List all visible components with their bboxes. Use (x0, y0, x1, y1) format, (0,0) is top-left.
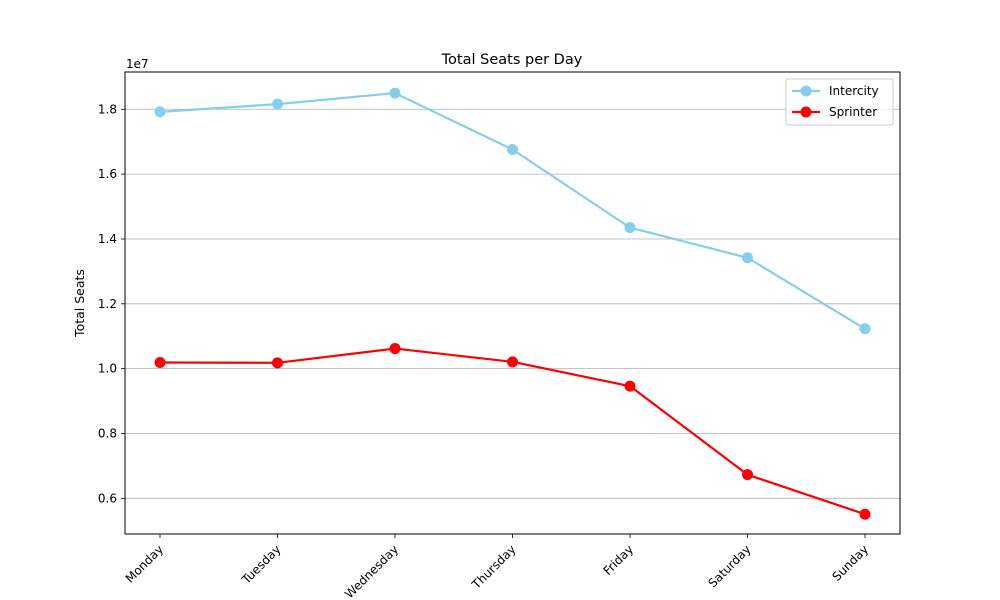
y-tick-label: 1.2 (98, 297, 117, 311)
data-point (859, 508, 871, 520)
legend-label: Intercity (829, 84, 879, 98)
y-axis-offset-text: 1e7 (126, 57, 149, 71)
y-tick-label: 1.4 (98, 232, 117, 246)
data-point (389, 87, 401, 99)
series-group (154, 87, 871, 520)
y-tick-label: 1.0 (98, 362, 117, 376)
data-point (742, 469, 753, 481)
grid-lines (125, 108, 900, 499)
data-point (154, 356, 166, 368)
legend: Intercity Sprinter (785, 78, 894, 126)
data-point (507, 356, 518, 368)
data-point (507, 143, 518, 155)
y-axis-label: Total Seats (72, 269, 87, 338)
data-point (624, 380, 636, 392)
legend-swatch-marker (800, 85, 812, 97)
data-point (624, 222, 636, 234)
y-tick-label: 0.8 (98, 426, 117, 440)
data-point (272, 357, 283, 369)
data-point (742, 252, 753, 264)
plot-frame (124, 71, 901, 535)
legend-label: Sprinter (829, 105, 877, 119)
y-axis-ticks: 0.6 0.8 1.0 1.2 1.4 1.6 1.8 (98, 102, 125, 505)
y-tick-label: 1.8 (98, 102, 117, 116)
data-point (154, 106, 166, 118)
data-point (389, 343, 401, 355)
chart-title: Total Seats per Day (441, 52, 583, 68)
data-point (272, 98, 283, 110)
legend-swatch-marker (800, 106, 812, 118)
data-point (859, 323, 871, 335)
y-tick-label: 0.6 (98, 491, 117, 505)
y-tick-label: 1.6 (98, 167, 117, 181)
